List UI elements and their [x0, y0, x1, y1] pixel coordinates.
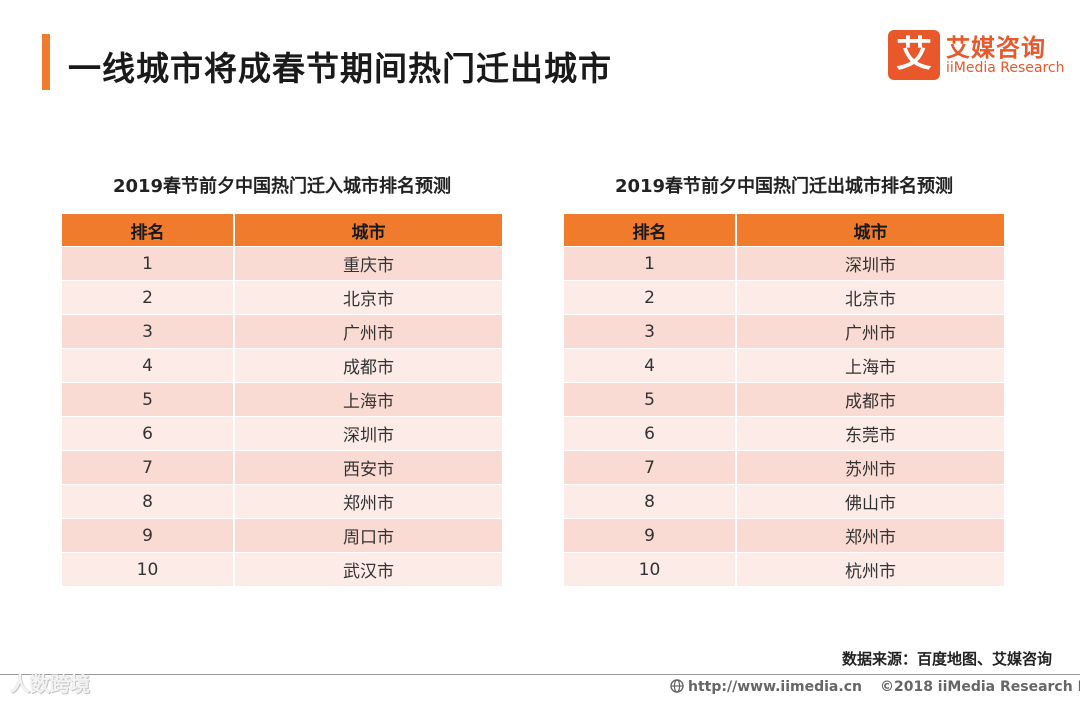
table-row: 3 广州市: [62, 314, 502, 349]
rank-cell: 3: [564, 314, 737, 349]
city-cell: 佛山市: [736, 484, 1004, 519]
table-row: 10 武汉市: [62, 552, 502, 586]
data-source-note: 数据来源：百度地图、艾媒咨询: [842, 650, 1053, 668]
city-cell: 郑州市: [736, 518, 1004, 553]
table-row: 4 成都市: [62, 348, 502, 383]
outbound-ranking-block: 2019春节前夕中国热门迁出城市排名预测 排名 城市 1 深圳市 2 北京市 3 广州市 4…: [564, 172, 1004, 586]
city-cell: 成都市: [736, 382, 1004, 417]
logo-mark: 艾: [888, 30, 940, 80]
table-row: 5 成都市: [564, 382, 1004, 417]
outbound-ranking-table: 排名 城市 1 深圳市 2 北京市 3 广州市 4 上海市 5 成都市 6 东莞市 7 苏州市 8 佛山市 9 郑…: [564, 214, 1004, 586]
city-cell: 苏州市: [736, 450, 1004, 485]
table-row: 5 上海市: [62, 382, 502, 417]
city-cell: 深圳市: [234, 416, 502, 451]
footer-copyright: ©2018 iiMedia Research Inc: [879, 679, 1080, 695]
table-row: 6 东莞市: [564, 416, 1004, 451]
page-title: 一线城市将成春节期间热门迁出城市: [68, 49, 612, 88]
watermark-text: 人数跨境: [10, 672, 90, 696]
city-cell: 东莞市: [736, 416, 1004, 451]
city-cell: 上海市: [234, 382, 502, 417]
city-column-header: 城市: [234, 214, 502, 247]
outbound-table-body: 1 深圳市 2 北京市 3 广州市 4 上海市 5 成都市 6 东莞市 7 苏州市 8 佛山市 9 郑州市 10 杭州…: [564, 246, 1004, 586]
globe-icon: [670, 679, 684, 693]
inbound-table-title: 2019春节前夕中国热门迁入城市排名预测: [112, 176, 452, 197]
rank-cell: 5: [564, 382, 737, 417]
city-cell: 重庆市: [234, 246, 502, 281]
city-cell: 上海市: [736, 348, 1004, 383]
table-row: 1 深圳市: [564, 246, 1004, 281]
rank-cell: 2: [564, 280, 737, 315]
table-header-row: 排名 城市: [564, 214, 1004, 247]
footer-url-link[interactable]: http://www.iimedia.cn: [688, 679, 862, 695]
city-cell: 郑州市: [234, 484, 502, 519]
table-header-row: 排名 城市: [62, 214, 502, 247]
rank-cell: 2: [62, 280, 235, 315]
city-cell: 广州市: [234, 314, 502, 349]
table-row: 1 重庆市: [62, 246, 502, 281]
footer-divider: [0, 674, 1080, 675]
rank-cell: 7: [564, 450, 737, 485]
table-row: 7 苏州市: [564, 450, 1004, 485]
rank-cell: 8: [62, 484, 235, 519]
title-accent-bar: [42, 34, 50, 90]
city-cell: 北京市: [736, 280, 1004, 315]
city-cell: 深圳市: [736, 246, 1004, 281]
rank-column-header: 排名: [564, 214, 737, 247]
inbound-ranking-table: 排名 城市 1 重庆市 2 北京市 3 广州市 4 成都市 5 上海市 6 深圳市 7 西安市 8 郑州市 9 周…: [62, 214, 502, 586]
table-row: 4 上海市: [564, 348, 1004, 383]
logo-name-cn: 艾媒咨询: [946, 34, 1046, 62]
rank-cell: 8: [564, 484, 737, 519]
city-cell: 广州市: [736, 314, 1004, 349]
rank-cell: 1: [564, 246, 737, 281]
city-cell: 北京市: [234, 280, 502, 315]
table-row: 8 郑州市: [62, 484, 502, 519]
rank-cell: 7: [62, 450, 235, 485]
rank-cell: 1: [62, 246, 235, 281]
iimedia-logo: 艾 艾媒咨询 iiMedia Research: [888, 28, 1065, 86]
table-row: 9 郑州市: [564, 518, 1004, 553]
table-row: 2 北京市: [564, 280, 1004, 315]
inbound-table-body: 1 重庆市 2 北京市 3 广州市 4 成都市 5 上海市 6 深圳市 7 西安市 8 郑州市 9 周口市 10 武汉…: [62, 246, 502, 586]
city-cell: 成都市: [234, 348, 502, 383]
rank-cell: 10: [62, 552, 235, 586]
city-column-header: 城市: [736, 214, 1004, 247]
table-row: 6 深圳市: [62, 416, 502, 451]
rank-cell: 10: [564, 552, 737, 586]
rank-cell: 9: [62, 518, 235, 553]
table-row: 3 广州市: [564, 314, 1004, 349]
inbound-ranking-block: 2019春节前夕中国热门迁入城市排名预测 排名 城市 1 重庆市 2 北京市 3 广州市 4…: [62, 172, 502, 586]
outbound-table-title: 2019春节前夕中国热门迁出城市排名预测: [614, 176, 954, 197]
rank-column-header: 排名: [62, 214, 235, 247]
city-cell: 武汉市: [234, 552, 502, 586]
table-row: 2 北京市: [62, 280, 502, 315]
table-row: 7 西安市: [62, 450, 502, 485]
rank-cell: 4: [564, 348, 737, 383]
rank-cell: 4: [62, 348, 235, 383]
city-cell: 西安市: [234, 450, 502, 485]
logo-name-en: iiMedia Research: [946, 60, 1065, 76]
table-row: 8 佛山市: [564, 484, 1004, 519]
city-cell: 杭州市: [736, 552, 1004, 586]
rank-cell: 3: [62, 314, 235, 349]
rank-cell: 6: [62, 416, 235, 451]
table-row: 9 周口市: [62, 518, 502, 553]
table-row: 10 杭州市: [564, 552, 1004, 586]
rank-cell: 9: [564, 518, 737, 553]
footer-info: http://www.iimedia.cn ©2018 iiMedia Resea…: [670, 679, 1080, 695]
city-cell: 周口市: [234, 518, 502, 553]
rank-cell: 6: [564, 416, 737, 451]
rank-cell: 5: [62, 382, 235, 417]
